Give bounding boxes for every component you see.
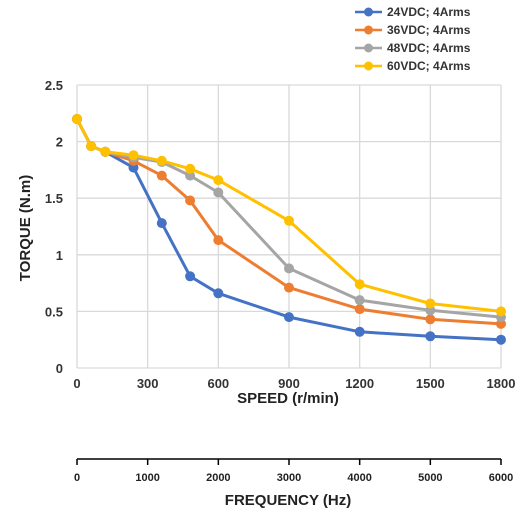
grid-lines xyxy=(76,84,502,369)
legend-item: 36VDC; 4Arms xyxy=(355,23,471,37)
legend-label: 24VDC; 4Arms xyxy=(387,5,471,19)
frequency-tick-label: 5000 xyxy=(418,472,442,484)
x-tick-label: 300 xyxy=(137,376,159,391)
data-point xyxy=(156,170,167,181)
x-axis-ticks: 0 300 600 900 1200 1500 1800 xyxy=(73,376,515,391)
x-tick-label: 1800 xyxy=(487,376,516,391)
data-point xyxy=(86,141,97,152)
data-point xyxy=(100,146,111,157)
frequency-tick-label: 4000 xyxy=(347,472,371,484)
frequency-axis-title: FREQUENCY (Hz) xyxy=(225,492,351,509)
data-point xyxy=(128,150,139,161)
data-point xyxy=(185,163,196,174)
legend-label: 48VDC; 4Arms xyxy=(387,41,471,55)
x-axis-title: SPEED (r/min) xyxy=(237,390,339,407)
legend-label: 60VDC; 4Arms xyxy=(387,59,471,73)
legend: 24VDC; 4Arms 36VDC; 4Arms 48VDC; 4Arms 60VD… xyxy=(355,5,471,73)
x-tick-label: 600 xyxy=(207,376,229,391)
data-point xyxy=(354,326,365,337)
y-tick-label: 1.5 xyxy=(45,191,63,206)
series-group xyxy=(72,114,506,345)
legend-swatch-marker xyxy=(364,25,373,35)
data-point xyxy=(425,331,436,342)
data-point xyxy=(496,306,506,317)
frequency-tick-label: 3000 xyxy=(277,472,301,484)
data-point xyxy=(185,195,196,206)
data-point xyxy=(284,312,294,323)
data-point xyxy=(213,288,224,299)
data-point xyxy=(354,304,365,315)
frequency-tick-label: 6000 xyxy=(489,472,513,484)
legend-item: 24VDC; 4Arms xyxy=(355,5,471,19)
data-point xyxy=(284,263,294,274)
frequency-tick-label: 1000 xyxy=(135,472,159,484)
legend-item: 48VDC; 4Arms xyxy=(355,41,471,55)
data-point xyxy=(354,279,365,290)
legend-item: 60VDC; 4Arms xyxy=(355,59,471,73)
x-tick-label: 900 xyxy=(278,376,300,391)
legend-swatch-marker xyxy=(364,61,373,71)
data-point xyxy=(284,215,294,226)
data-point xyxy=(425,314,436,325)
data-point xyxy=(213,235,224,246)
data-point xyxy=(496,334,506,345)
y-tick-label: 0.5 xyxy=(45,304,63,319)
x-tick-label: 0 xyxy=(73,376,80,391)
y-tick-label: 1 xyxy=(56,248,63,263)
y-tick-label: 2.5 xyxy=(45,78,63,93)
data-point xyxy=(354,295,365,306)
data-point xyxy=(156,218,167,229)
data-point xyxy=(425,298,436,309)
data-point xyxy=(156,155,167,166)
legend-swatch-marker xyxy=(364,43,373,53)
frequency-tick-label: 0 xyxy=(74,472,80,484)
data-point xyxy=(213,175,224,186)
y-tick-label: 2 xyxy=(56,135,63,150)
data-point xyxy=(213,187,224,198)
data-point xyxy=(185,271,196,282)
y-axis-ticks: 0 0.5 1 1.5 2 2.5 xyxy=(45,78,63,376)
legend-label: 36VDC; 4Arms xyxy=(387,23,471,37)
legend-swatch-marker xyxy=(364,7,373,17)
series-60VDC; 4Arms xyxy=(72,114,506,317)
data-point xyxy=(72,114,82,124)
y-axis-title: TORQUE (N.m) xyxy=(17,175,34,281)
y-tick-label: 0 xyxy=(56,361,63,376)
x-tick-label: 1500 xyxy=(416,376,445,391)
data-point xyxy=(284,282,294,293)
frequency-tick-label: 2000 xyxy=(206,472,230,484)
frequency-axis-ticks: 0 1000 2000 3000 4000 5000 6000 xyxy=(74,459,513,484)
x-tick-label: 1200 xyxy=(345,376,374,391)
